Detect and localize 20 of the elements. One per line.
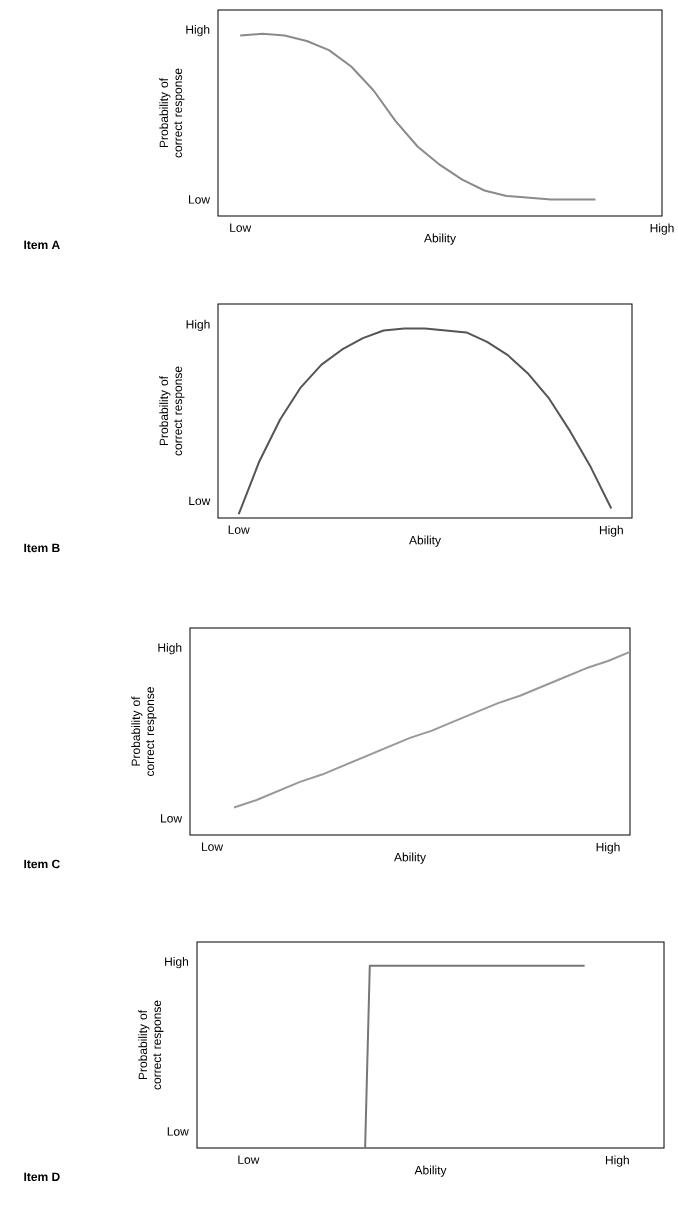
text: Item B [24,543,60,553]
text: High [186,319,210,331]
text: Low [161,814,183,823]
y-axis-title: Probability of correct response [138,1000,164,1090]
y-axis-title: Probability of correct response [131,687,157,777]
y-axis-title: Probability of correct response [159,68,185,158]
x-axis-title: Ability [409,535,442,547]
text: Item C [24,859,61,869]
x-axis-title: Ability [424,233,457,245]
y-axis-title: Probability of correct response [159,366,185,456]
text: Item D [24,1172,60,1182]
x-axis-title: Ability [414,1165,447,1177]
x-axis-title: Ability [394,852,427,864]
text: High [158,643,182,655]
text: Low [167,1127,189,1136]
text: Low [189,195,211,204]
text: High [186,25,210,37]
text: Item A [24,240,61,250]
text: Low [189,496,211,506]
text: High [165,957,189,969]
